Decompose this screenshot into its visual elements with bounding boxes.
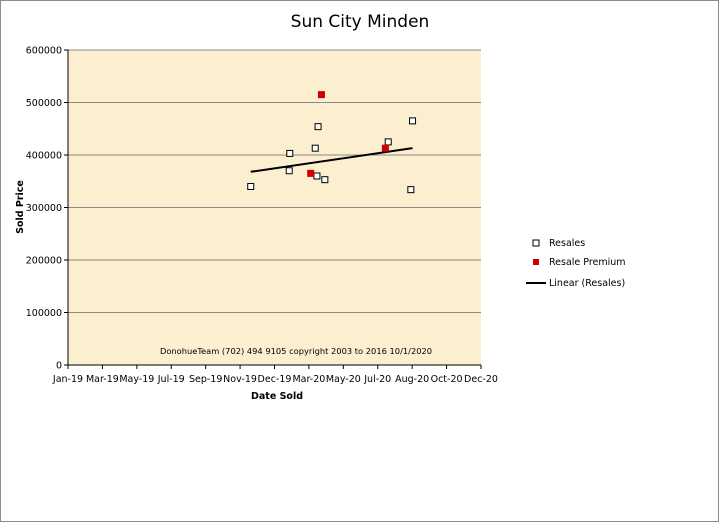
resales-point xyxy=(384,138,392,146)
legend-premium-label: Resale Premium xyxy=(549,257,626,268)
legend-resales-label: Resales xyxy=(549,238,585,249)
y-tick-labels: 0 100000 200000 300000 400000 500000 600000 xyxy=(26,46,62,372)
legend-resales-marker xyxy=(532,239,540,247)
y-tick-label: 600000 xyxy=(26,46,62,57)
data-points xyxy=(247,91,417,194)
x-tick-label: Dec-20 xyxy=(464,374,498,385)
x-axis-label: Date Sold xyxy=(251,391,303,402)
resale-premium-point xyxy=(381,144,389,152)
x-tick-label: Mar-19 xyxy=(86,374,119,385)
x-tick-label: Aug-20 xyxy=(395,374,429,385)
resales-point xyxy=(247,183,255,190)
x-tick-label: May-20 xyxy=(326,374,361,385)
copyright-annotation: DonohueTeam (702) 494 9105 copyright 200… xyxy=(160,346,432,356)
axes xyxy=(64,49,482,369)
chart-title: Sun City Minden xyxy=(291,12,430,32)
legend-premium-marker xyxy=(533,259,539,265)
y-axis-label: Sold Price xyxy=(15,180,26,234)
legend: Resales Resale Premium Linear (Resales) xyxy=(526,238,626,289)
x-tick-label: May-19 xyxy=(119,374,154,385)
trendline xyxy=(250,147,413,173)
resales-point xyxy=(311,144,319,152)
resales-point xyxy=(314,123,322,131)
resales-point xyxy=(407,186,415,194)
x-tick-label: Jul-20 xyxy=(363,374,391,385)
resale-premium-point xyxy=(307,169,315,177)
trendline-group xyxy=(250,147,413,173)
gridlines xyxy=(68,49,481,313)
resale-premium-point xyxy=(317,91,325,99)
y-tick-label: 300000 xyxy=(26,203,62,214)
resales-point xyxy=(313,172,321,180)
y-tick-label: 0 xyxy=(56,361,62,372)
y-tick-label: 400000 xyxy=(26,151,62,162)
y-tick-label: 200000 xyxy=(26,256,62,267)
legend-trendline-label: Linear (Resales) xyxy=(549,278,625,289)
resales-point xyxy=(286,149,294,157)
resales-point xyxy=(321,176,329,184)
resales-point xyxy=(285,167,293,175)
y-tick-label: 100000 xyxy=(26,308,62,319)
x-tick-label: Jan-19 xyxy=(52,374,83,385)
x-tick-label: Sep-19 xyxy=(189,374,222,385)
x-tick-labels: Jan-19 Mar-19 May-19 Jul-19 Sep-19 Nov-19 Dec-… xyxy=(52,374,498,385)
resales-point xyxy=(409,117,417,125)
x-tick-label: Mar-20 xyxy=(292,374,325,385)
x-tick-label: Nov-19 xyxy=(223,374,257,385)
x-tick-label: Oct-20 xyxy=(431,374,463,385)
x-tick-label: Dec-19 xyxy=(258,374,292,385)
y-tick-label: 500000 xyxy=(26,98,62,109)
x-tick-label: Jul-19 xyxy=(157,374,185,385)
